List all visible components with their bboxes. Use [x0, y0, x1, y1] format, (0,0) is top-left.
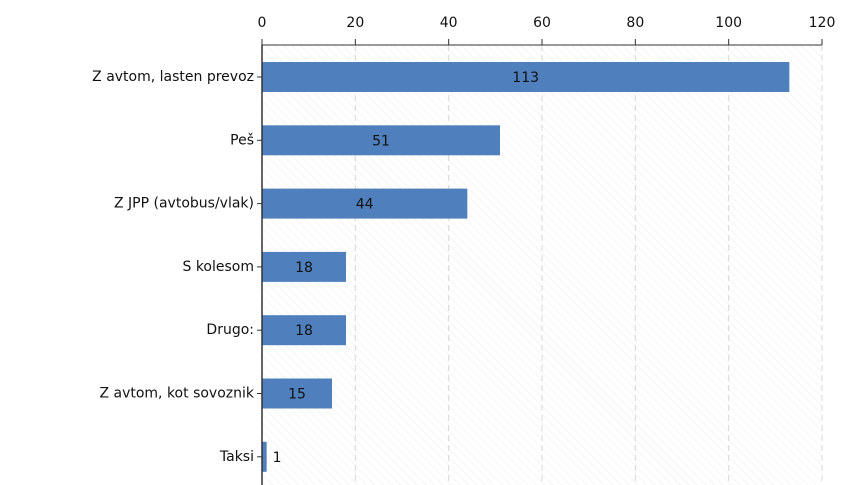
bar	[262, 441, 267, 472]
data-label: 18	[295, 323, 313, 339]
data-label: 15	[288, 387, 306, 403]
y-tick-label: Drugo:	[206, 322, 254, 338]
y-tick-label: Z avtom, kot sovoznik	[99, 386, 254, 402]
data-label: 18	[295, 260, 313, 276]
x-tick-label: 100	[715, 15, 742, 31]
bar	[262, 188, 468, 219]
x-tick-label: 40	[440, 15, 458, 31]
y-tick-label: Peš	[230, 132, 254, 148]
data-label: 44	[356, 197, 374, 213]
data-label: 51	[372, 133, 390, 149]
x-tick-label: 60	[533, 15, 551, 31]
x-tick-label: 80	[626, 15, 644, 31]
bar	[262, 62, 790, 92]
data-label: 1	[273, 450, 282, 466]
bar	[262, 315, 346, 346]
x-tick-label: 0	[258, 15, 267, 31]
y-tick-label: Z avtom, lasten prevoz	[92, 69, 254, 85]
bar	[262, 125, 500, 156]
x-tick-label: 20	[346, 15, 364, 31]
y-tick-label: Z JPP (avtobus/vlak)	[114, 196, 254, 212]
bar	[262, 251, 346, 282]
x-tick-label: 120	[809, 15, 836, 31]
y-tick-label: S kolesom	[182, 259, 254, 275]
y-tick-label: Taksi	[219, 449, 254, 465]
bar	[262, 378, 332, 409]
data-label: 113	[512, 70, 539, 86]
